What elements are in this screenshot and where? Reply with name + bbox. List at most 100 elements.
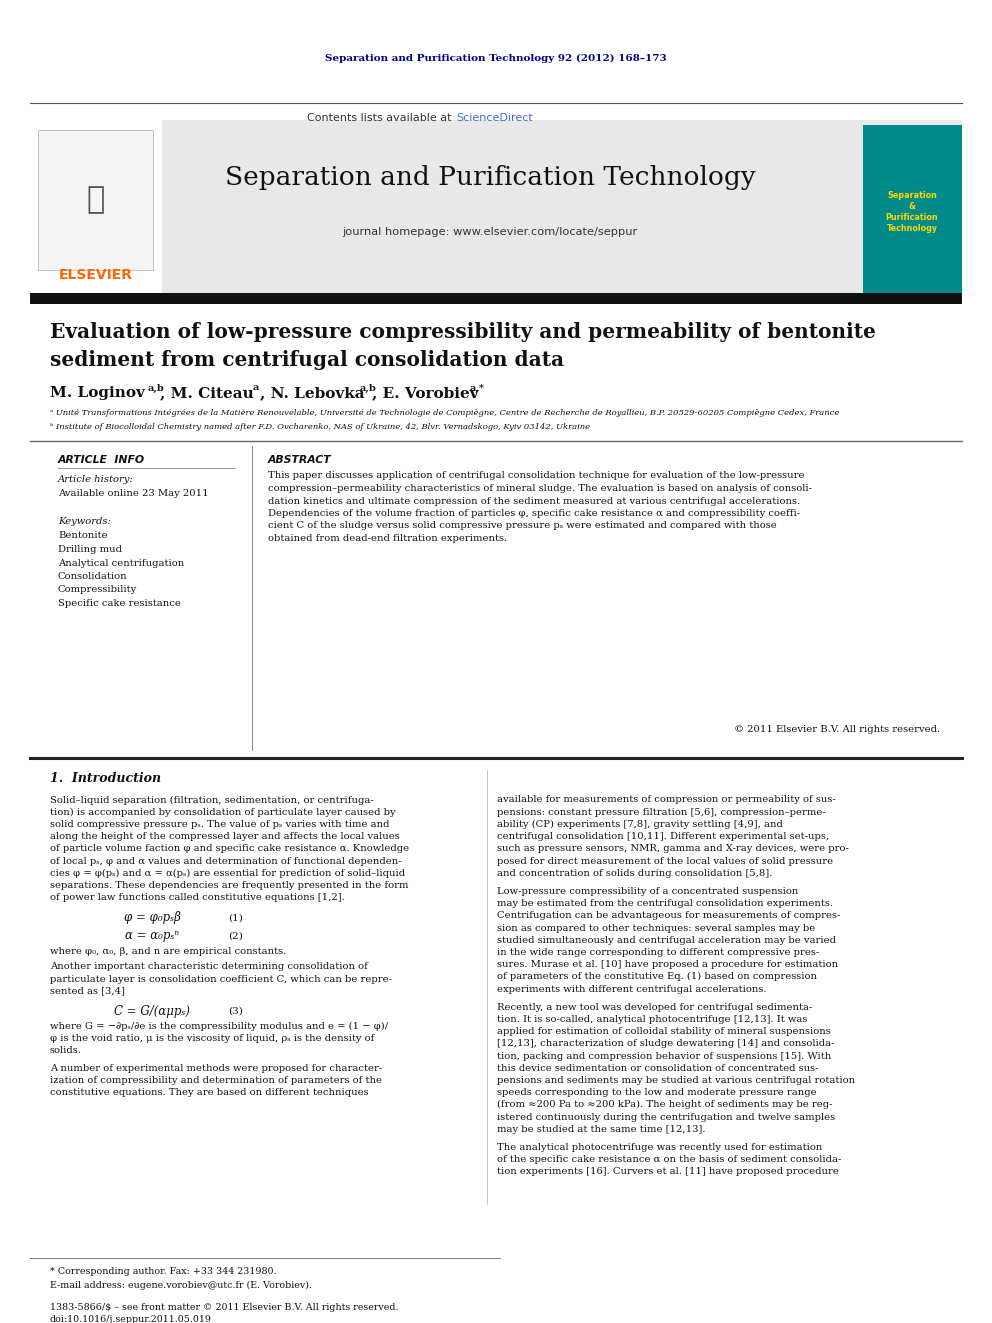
Text: M. Loginov: M. Loginov — [50, 386, 145, 400]
Text: such as pressure sensors, NMR, gamma and X-ray devices, were pro-: such as pressure sensors, NMR, gamma and… — [497, 844, 849, 853]
Text: posed for direct measurement of the local values of solid pressure: posed for direct measurement of the loca… — [497, 856, 833, 865]
Text: pensions and sediments may be studied at various centrifugal rotation: pensions and sediments may be studied at… — [497, 1076, 855, 1085]
Text: tion) is accompanied by consolidation of particulate layer caused by: tion) is accompanied by consolidation of… — [50, 807, 396, 816]
Text: of parameters of the constitutive Eq. (1) based on compression: of parameters of the constitutive Eq. (1… — [497, 972, 817, 982]
Text: (3): (3) — [228, 1007, 243, 1016]
Text: (2): (2) — [228, 931, 243, 941]
Text: cies φ = φ(pₛ) and α = α(pₛ) are essential for prediction of solid–liquid: cies φ = φ(pₛ) and α = α(pₛ) are essenti… — [50, 869, 405, 877]
Text: a,*: a,* — [470, 384, 485, 393]
Text: obtained from dead-end filtration experiments.: obtained from dead-end filtration experi… — [268, 534, 507, 542]
Text: solid compressive pressure pₛ. The value of pₛ varies with time and: solid compressive pressure pₛ. The value… — [50, 820, 390, 830]
Text: centrifugal consolidation [10,11]. Different experimental set-ups,: centrifugal consolidation [10,11]. Diffe… — [497, 832, 829, 841]
Text: compression–permeability characteristics of mineral sludge. The evaluation is ba: compression–permeability characteristics… — [268, 484, 812, 493]
Text: C = G/(αμpₛ): C = G/(αμpₛ) — [114, 1005, 190, 1017]
Text: tion. It is so-called, analytical photocentrifuge [12,13]. It was: tion. It is so-called, analytical photoc… — [497, 1015, 807, 1024]
Text: φ is the void ratio, μ is the viscosity of liquid, ρₛ is the density of: φ is the void ratio, μ is the viscosity … — [50, 1035, 374, 1043]
Text: * Corresponding author. Fax: +33 344 231980.: * Corresponding author. Fax: +33 344 231… — [50, 1267, 277, 1277]
Text: Dependencies of the volume fraction of particles φ, specific cake resistance α a: Dependencies of the volume fraction of p… — [268, 509, 801, 519]
Text: dation kinetics and ultimate compression of the sediment measured at various cen: dation kinetics and ultimate compression… — [268, 496, 801, 505]
Text: may be estimated from the centrifugal consolidation experiments.: may be estimated from the centrifugal co… — [497, 900, 833, 908]
Text: tion, packing and compression behavior of suspensions [15]. With: tion, packing and compression behavior o… — [497, 1052, 831, 1061]
Text: sediment from centrifugal consolidation data: sediment from centrifugal consolidation … — [50, 351, 564, 370]
Text: Recently, a new tool was developed for centrifugal sedimenta-: Recently, a new tool was developed for c… — [497, 1003, 812, 1012]
Text: of the specific cake resistance α on the basis of sediment consolida-: of the specific cake resistance α on the… — [497, 1155, 841, 1164]
Text: separations. These dependencies are frequently presented in the form: separations. These dependencies are freq… — [50, 881, 409, 890]
Text: may be studied at the same time [12,13].: may be studied at the same time [12,13]. — [497, 1125, 705, 1134]
Text: ability (CP) experiments [7,8], gravity settling [4,9], and: ability (CP) experiments [7,8], gravity … — [497, 820, 783, 830]
Text: 1383-5866/$ – see front matter © 2011 Elsevier B.V. All rights reserved.: 1383-5866/$ – see front matter © 2011 El… — [50, 1303, 399, 1312]
Text: Drilling mud: Drilling mud — [58, 545, 122, 554]
Text: A number of experimental methods were proposed for character-: A number of experimental methods were pr… — [50, 1064, 382, 1073]
Text: in the wide range corresponding to different compressive pres-: in the wide range corresponding to diffe… — [497, 947, 819, 957]
Text: studied simultaneously and centrifugal acceleration may be varied: studied simultaneously and centrifugal a… — [497, 935, 836, 945]
Text: ABSTRACT: ABSTRACT — [268, 455, 331, 464]
Text: sented as [3,4]: sented as [3,4] — [50, 987, 125, 996]
Text: particulate layer is consolidation coefficient C, which can be repre-: particulate layer is consolidation coeff… — [50, 975, 392, 983]
Text: Centrifugation can be advantageous for measurements of compres-: Centrifugation can be advantageous for m… — [497, 912, 840, 921]
Text: tion experiments [16]. Curvers et al. [11] have proposed procedure: tion experiments [16]. Curvers et al. [1… — [497, 1167, 839, 1176]
Text: this device sedimentation or consolidation of concentrated sus-: this device sedimentation or consolidati… — [497, 1064, 818, 1073]
Bar — [38, 130, 153, 270]
Text: Contents lists available at: Contents lists available at — [307, 112, 455, 123]
Text: along the height of the compressed layer and affects the local values: along the height of the compressed layer… — [50, 832, 400, 841]
Text: © 2011 Elsevier B.V. All rights reserved.: © 2011 Elsevier B.V. All rights reserved… — [734, 725, 940, 734]
Text: 🌳: 🌳 — [87, 185, 105, 214]
Text: of local pₛ, φ and α values and determination of functional dependen-: of local pₛ, φ and α values and determin… — [50, 856, 402, 865]
Text: [12,13], characterization of sludge dewatering [14] and consolida-: [12,13], characterization of sludge dewa… — [497, 1040, 834, 1048]
Text: constitutive equations. They are based on different techniques: constitutive equations. They are based o… — [50, 1088, 369, 1097]
Text: ELSEVIER: ELSEVIER — [59, 269, 133, 282]
Text: and concentration of solids during consolidation [5,8].: and concentration of solids during conso… — [497, 869, 773, 877]
Text: where φ₀, α₀, β, and n are empirical constants.: where φ₀, α₀, β, and n are empirical con… — [50, 947, 287, 957]
Text: , N. Lebovka: , N. Lebovka — [260, 386, 365, 400]
Text: Separation and Purification Technology: Separation and Purification Technology — [224, 165, 755, 191]
Text: The analytical photocentrifuge was recently used for estimation: The analytical photocentrifuge was recen… — [497, 1143, 822, 1152]
Text: Solid–liquid separation (filtration, sedimentation, or centrifuga-: Solid–liquid separation (filtration, sed… — [50, 795, 374, 804]
Text: journal homepage: www.elsevier.com/locate/seppur: journal homepage: www.elsevier.com/locat… — [342, 228, 638, 237]
Text: , E. Vorobiev: , E. Vorobiev — [372, 386, 478, 400]
Text: Evaluation of low-pressure compressibility and permeability of bentonite: Evaluation of low-pressure compressibili… — [50, 321, 876, 343]
Text: Keywords:: Keywords: — [58, 517, 111, 527]
Text: Compressibility: Compressibility — [58, 586, 137, 594]
Text: φ = φ₀pₛβ: φ = φ₀pₛβ — [124, 912, 181, 925]
Text: where G = −∂pₛ/∂e is the compressibility modulus and e = (1 − φ)/: where G = −∂pₛ/∂e is the compressibility… — [50, 1021, 388, 1031]
Text: cient C of the sludge versus solid compressive pressure pₛ were estimated and co: cient C of the sludge versus solid compr… — [268, 521, 777, 531]
Text: Specific cake resistance: Specific cake resistance — [58, 599, 181, 609]
Bar — [30, 292, 962, 304]
Text: experiments with different centrifugal accelerations.: experiments with different centrifugal a… — [497, 984, 767, 994]
Text: doi:10.1016/j.seppur.2011.05.019: doi:10.1016/j.seppur.2011.05.019 — [50, 1315, 212, 1323]
Bar — [863, 124, 962, 292]
Text: a,b: a,b — [148, 384, 165, 393]
Text: Article history:: Article history: — [58, 475, 134, 484]
Text: This paper discusses application of centrifugal consolidation technique for eval: This paper discusses application of cent… — [268, 471, 805, 480]
Text: 1.  Introduction: 1. Introduction — [50, 771, 161, 785]
Text: Separation
&
Purification
Technology: Separation & Purification Technology — [886, 191, 938, 233]
Text: available for measurements of compression or permeability of sus-: available for measurements of compressio… — [497, 795, 835, 804]
Text: a: a — [253, 384, 259, 393]
Bar — [30, 120, 962, 295]
Text: speeds corresponding to the low and moderate pressure range: speeds corresponding to the low and mode… — [497, 1088, 816, 1097]
Text: Another important characteristic determining consolidation of: Another important characteristic determi… — [50, 962, 368, 971]
Text: of power law functions called constitutive equations [1,2].: of power law functions called constituti… — [50, 893, 345, 902]
Bar — [30, 120, 162, 295]
Text: of particle volume faction φ and specific cake resistance α. Knowledge: of particle volume faction φ and specifi… — [50, 844, 409, 853]
Text: applied for estimation of colloidal stability of mineral suspensions: applied for estimation of colloidal stab… — [497, 1027, 830, 1036]
Text: (1): (1) — [228, 913, 243, 922]
Text: ARTICLE  INFO: ARTICLE INFO — [58, 455, 145, 464]
Text: E-mail address: eugene.vorobiev@utc.fr (E. Vorobiev).: E-mail address: eugene.vorobiev@utc.fr (… — [50, 1281, 312, 1290]
Text: Separation and Purification Technology 92 (2012) 168–173: Separation and Purification Technology 9… — [325, 53, 667, 62]
Text: α = α₀pₛⁿ: α = α₀pₛⁿ — [125, 929, 180, 942]
Text: sures. Murase et al. [10] have proposed a procedure for estimation: sures. Murase et al. [10] have proposed … — [497, 960, 838, 970]
Text: ScienceDirect: ScienceDirect — [456, 112, 533, 123]
Text: Low-pressure compressibility of a concentrated suspension: Low-pressure compressibility of a concen… — [497, 886, 799, 896]
Text: , M. Citeau: , M. Citeau — [160, 386, 254, 400]
Text: Consolidation: Consolidation — [58, 572, 128, 581]
Text: pensions: constant pressure filtration [5,6], compression–perme-: pensions: constant pressure filtration [… — [497, 808, 825, 816]
Text: solids.: solids. — [50, 1046, 82, 1056]
Text: ᵇ Institute of Biocolloidal Chemistry named after F.D. Ovcharenko, NAS of Ukrain: ᵇ Institute of Biocolloidal Chemistry na… — [50, 423, 590, 431]
Text: (from ≈200 Pa to ≈200 kPa). The height of sediments may be reg-: (from ≈200 Pa to ≈200 kPa). The height o… — [497, 1101, 832, 1110]
Text: sion as compared to other techniques: several samples may be: sion as compared to other techniques: se… — [497, 923, 815, 933]
Text: a,b: a,b — [360, 384, 377, 393]
Text: ᵃ Unité Transformations Intégrées de la Matière Renouvelable, Université de Tech: ᵃ Unité Transformations Intégrées de la … — [50, 409, 839, 417]
Text: Analytical centrifugation: Analytical centrifugation — [58, 558, 185, 568]
Text: ization of compressibility and determination of parameters of the: ization of compressibility and determina… — [50, 1076, 382, 1085]
